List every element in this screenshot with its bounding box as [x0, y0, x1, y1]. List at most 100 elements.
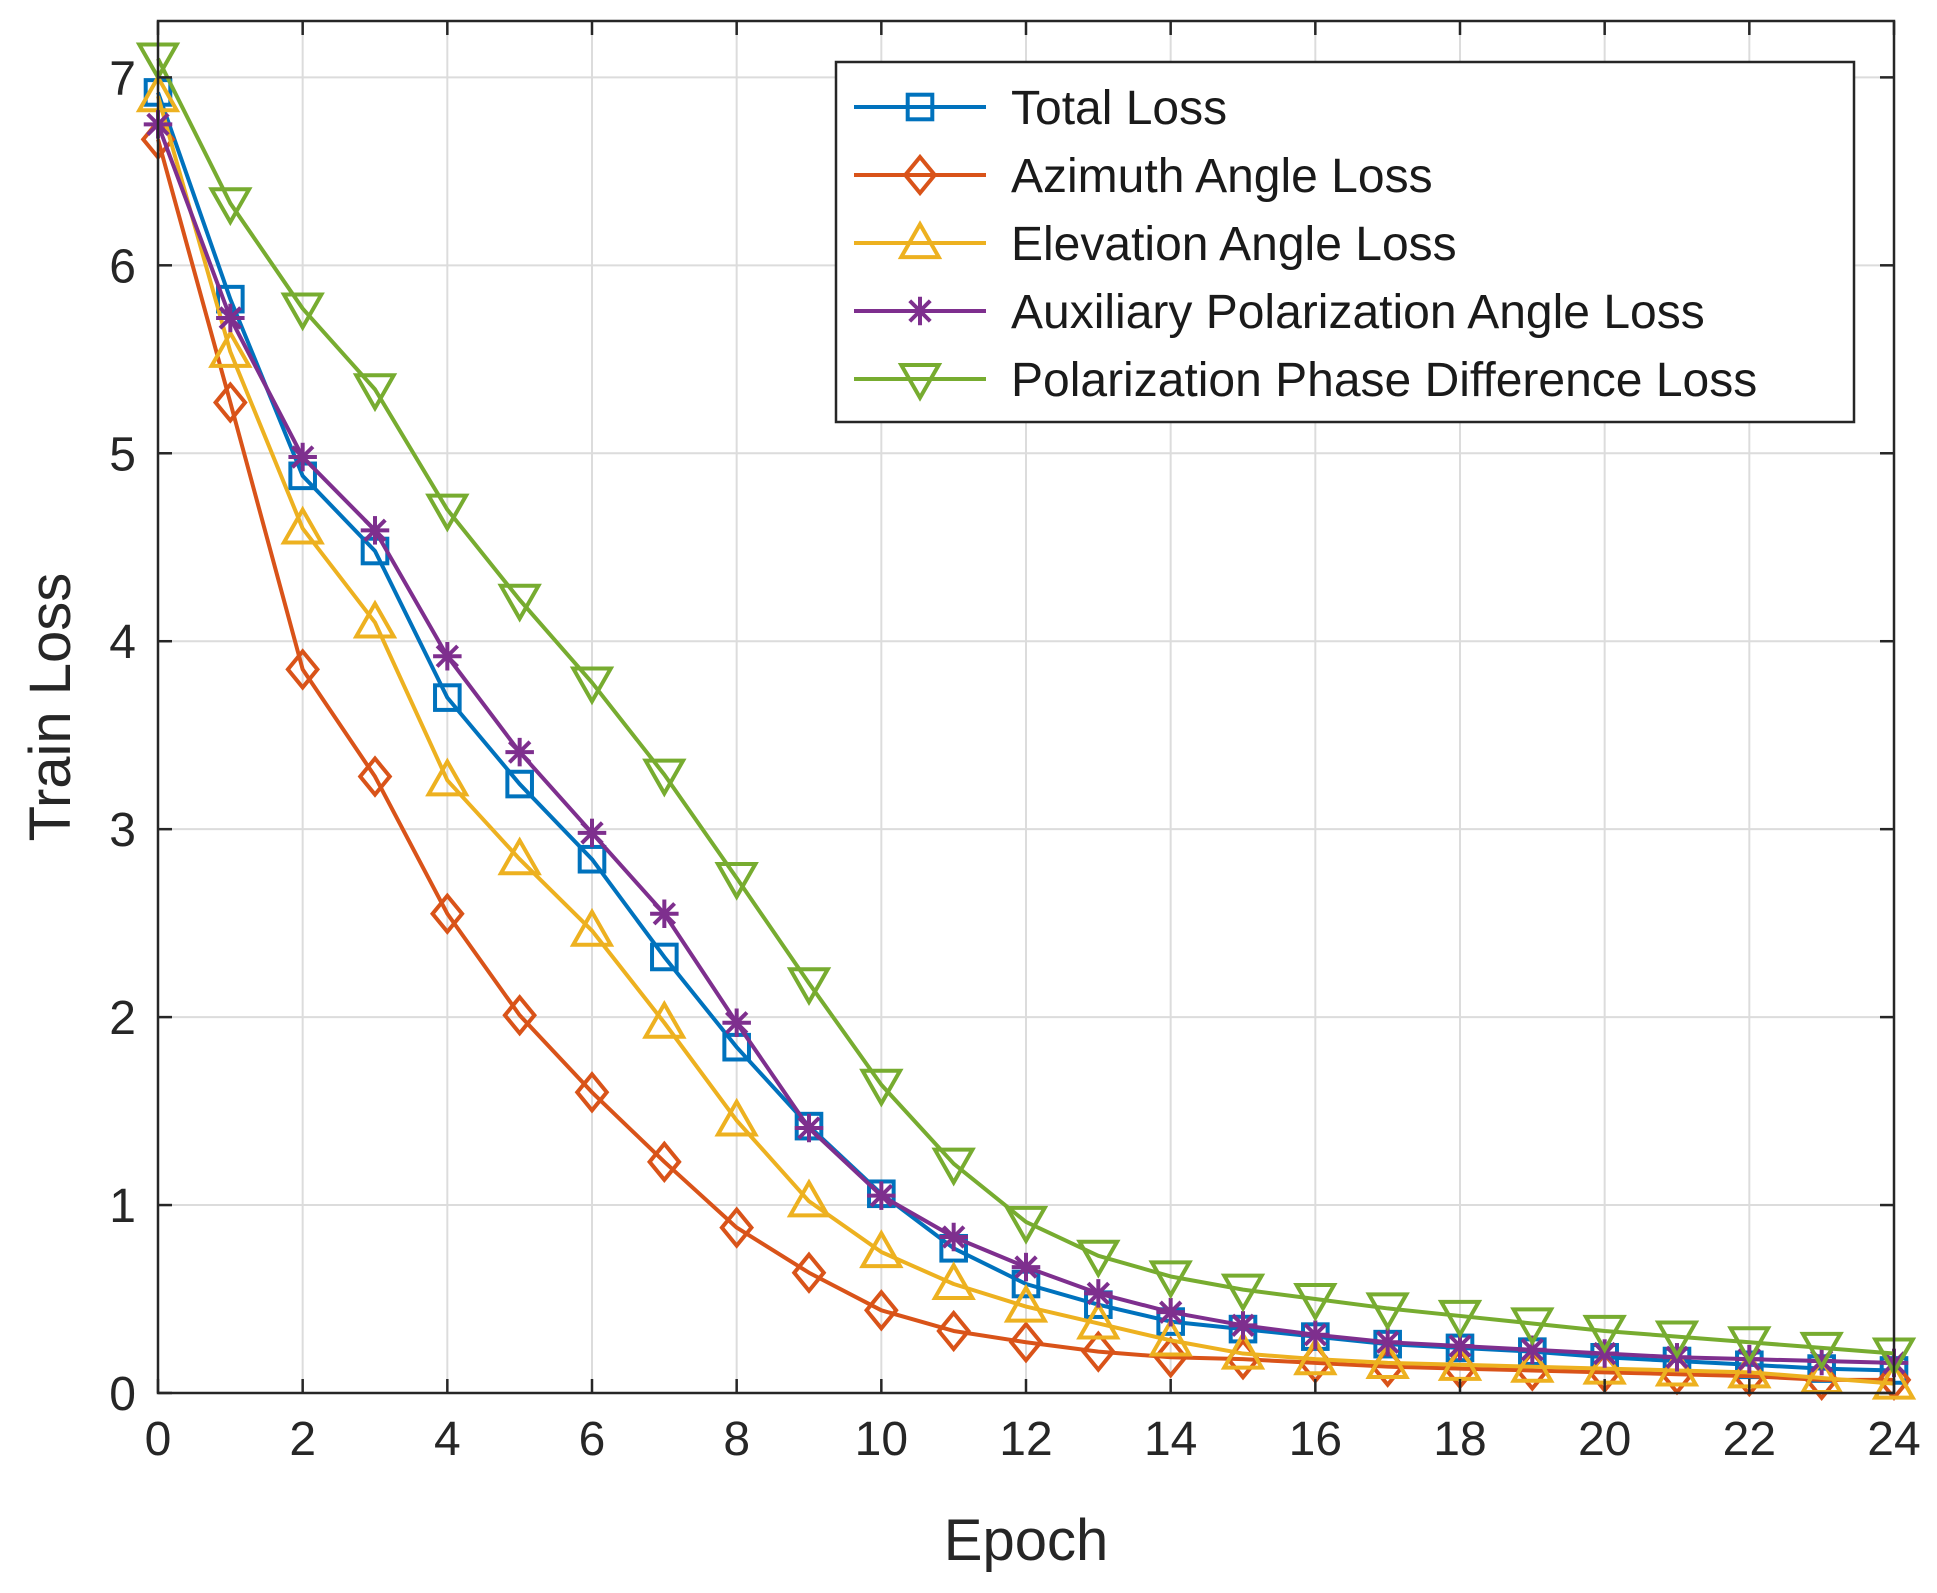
data-point [650, 942, 679, 972]
data-point [1510, 1307, 1555, 1347]
data-point [577, 818, 607, 848]
data-point [939, 1222, 968, 1252]
star-stroke [1375, 1330, 1400, 1354]
star-stroke [1158, 1300, 1183, 1324]
data-point [216, 303, 245, 333]
data-point [280, 505, 325, 545]
legend-label: Total Loss [1011, 82, 1227, 135]
data-point [1003, 1205, 1049, 1245]
data-point [1153, 1336, 1189, 1379]
x-axis-label: Epoch [944, 1508, 1108, 1573]
data-point [642, 999, 687, 1039]
data-point [357, 755, 393, 798]
legend-marker [905, 296, 935, 326]
data-point [1084, 1279, 1113, 1308]
x-tick-label: 6 [579, 1413, 606, 1466]
x-tick-label: 2 [289, 1413, 316, 1466]
data-point [1437, 1342, 1483, 1381]
star-stroke [507, 740, 532, 764]
data-point [208, 329, 253, 368]
data-point [280, 292, 325, 332]
data-point [574, 1071, 610, 1114]
legend-marker [897, 362, 943, 402]
data-point [505, 737, 534, 767]
star-stroke [1231, 1313, 1255, 1338]
legend-marker [897, 220, 943, 260]
data-point [1437, 1299, 1483, 1339]
data-point [360, 516, 390, 545]
data-point [1011, 1252, 1041, 1282]
x-tick-label: 0 [145, 1413, 172, 1466]
data-point [433, 642, 462, 671]
y-tick-label: 2 [109, 992, 136, 1045]
data-point [497, 583, 542, 623]
data-point [1654, 1320, 1700, 1360]
legend-label: Polarization Phase Difference Loss [1011, 354, 1757, 407]
x-tick-label: 10 [855, 1413, 908, 1466]
y-tick-label: 6 [109, 240, 136, 293]
data-point [505, 769, 534, 799]
star-stroke [869, 1183, 894, 1208]
star-stroke [218, 306, 243, 330]
data-point [1365, 1292, 1410, 1332]
star-stroke [1520, 1338, 1545, 1362]
series-line [156, 57, 1895, 1356]
data-point [714, 1097, 759, 1137]
star-stroke [724, 1011, 749, 1035]
legend-label: Azimuth Angle Loss [1011, 150, 1433, 203]
x-tick-label: 16 [1289, 1413, 1342, 1466]
data-point [1076, 1300, 1121, 1340]
data-point [642, 758, 687, 798]
data-point [1008, 1321, 1044, 1364]
y-tick-label: 0 [109, 1368, 136, 1421]
data-point [1373, 1328, 1402, 1357]
series-line [156, 95, 1895, 1386]
legend-marker [905, 92, 935, 122]
star-stroke [580, 821, 604, 845]
data-point [502, 994, 538, 1037]
data-point [1871, 1360, 1917, 1400]
x-tick-label: 14 [1144, 1413, 1197, 1466]
data-point [1220, 1330, 1266, 1370]
y-tick-label: 4 [109, 616, 136, 669]
star-stroke [1086, 1281, 1111, 1306]
data-point [1148, 1317, 1193, 1357]
data-point [1301, 1320, 1330, 1349]
star-stroke [1448, 1334, 1472, 1358]
star-stroke [1014, 1255, 1038, 1279]
data-point [1156, 1297, 1185, 1327]
legend-box [834, 60, 1856, 424]
series-3 [143, 110, 1909, 1378]
star-stroke [363, 518, 387, 543]
star-stroke [652, 902, 677, 926]
data-point [1148, 1260, 1193, 1300]
data-point [931, 1147, 976, 1187]
data-point [1365, 1340, 1410, 1379]
star-stroke [797, 1116, 821, 1140]
x-tick-label: 18 [1433, 1413, 1486, 1466]
x-tick-label: 22 [1723, 1413, 1776, 1466]
data-point [1003, 1283, 1049, 1323]
legend-label: Elevation Angle Loss [1011, 218, 1457, 271]
data-point [1293, 1336, 1338, 1376]
legend-marker [902, 153, 938, 197]
series-4 [135, 42, 1917, 1377]
data-point [433, 683, 462, 712]
data-point [936, 1309, 972, 1353]
y-tick-label: 5 [109, 428, 136, 481]
x-tick-label: 4 [434, 1413, 461, 1466]
legend-item: Auxiliary Polarization Angle Loss [854, 286, 1705, 339]
series-lines [135, 42, 1917, 1401]
data-point [1293, 1282, 1338, 1322]
data-point [288, 442, 317, 472]
data-point [791, 1251, 827, 1294]
data-point [867, 1181, 896, 1210]
data-point [1220, 1273, 1266, 1313]
data-point [859, 1229, 904, 1269]
data-point [1799, 1331, 1844, 1371]
data-point [650, 899, 679, 928]
data-point [208, 187, 253, 227]
data-point [1076, 1239, 1121, 1279]
legend-item: Total Loss [854, 82, 1227, 135]
